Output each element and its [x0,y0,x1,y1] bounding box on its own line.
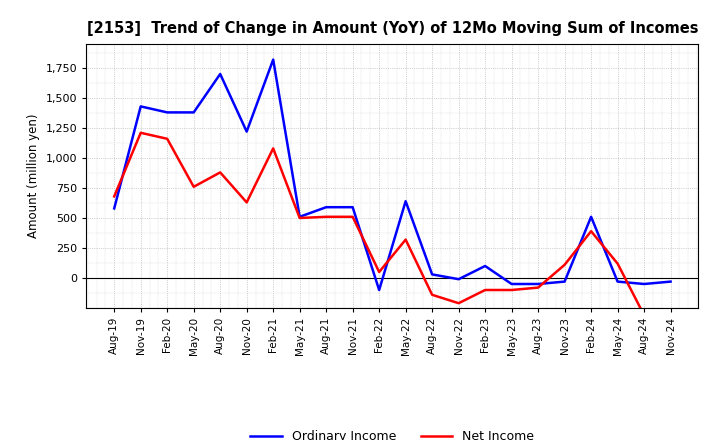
Net Income [189,184,198,190]
Ordinary Income [401,198,410,204]
Net Income [295,215,304,220]
Ordinary Income [508,281,516,286]
Net Income [534,285,542,290]
Net Income [666,312,675,318]
Ordinary Income [587,214,595,220]
Ordinary Income [136,104,145,109]
Net Income [428,292,436,297]
Ordinary Income [666,279,675,284]
Ordinary Income [322,205,330,210]
Net Income [243,200,251,205]
Ordinary Income [348,205,357,210]
Ordinary Income [375,287,384,293]
Ordinary Income [110,206,119,211]
Ordinary Income [613,279,622,284]
Ordinary Income [295,214,304,220]
Net Income [163,136,171,141]
Net Income [348,214,357,220]
Line: Net Income: Net Income [114,133,670,315]
Net Income [269,146,277,151]
Net Income [136,130,145,136]
Net Income [322,214,330,220]
Y-axis label: Amount (million yen): Amount (million yen) [27,114,40,238]
Net Income [587,228,595,234]
Net Income [640,312,649,318]
Ordinary Income [560,279,569,284]
Net Income [401,237,410,242]
Net Income [216,170,225,175]
Ordinary Income [481,264,490,269]
Ordinary Income [640,281,649,286]
Net Income [375,269,384,275]
Ordinary Income [534,281,542,286]
Ordinary Income [189,110,198,115]
Net Income [110,194,119,199]
Net Income [613,261,622,266]
Net Income [508,287,516,293]
Ordinary Income [163,110,171,115]
Net Income [481,287,490,293]
Legend: Ordinary Income, Net Income: Ordinary Income, Net Income [246,425,539,440]
Ordinary Income [243,129,251,134]
Title: [2153]  Trend of Change in Amount (YoY) of 12Mo Moving Sum of Incomes: [2153] Trend of Change in Amount (YoY) o… [86,21,698,36]
Ordinary Income [428,272,436,277]
Ordinary Income [269,57,277,62]
Ordinary Income [216,71,225,77]
Net Income [454,301,463,306]
Line: Ordinary Income: Ordinary Income [114,59,670,290]
Ordinary Income [454,277,463,282]
Net Income [560,262,569,268]
